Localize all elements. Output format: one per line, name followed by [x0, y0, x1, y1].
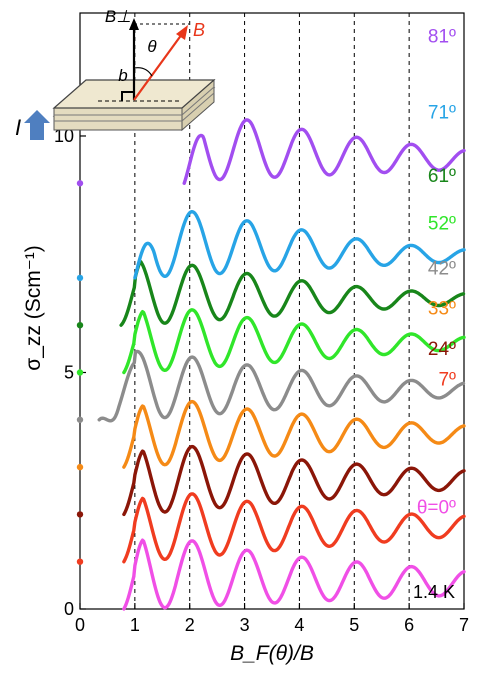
- current-label: I: [15, 115, 21, 140]
- series-group: [97, 118, 466, 611]
- offset-marker-6: [76, 274, 84, 282]
- offset-marker-3: [76, 416, 84, 423]
- x-tick-label: 1: [130, 615, 140, 635]
- series-label-7: 71º: [428, 102, 456, 123]
- b-perp-label: B⊥: [105, 7, 131, 26]
- slab-front-face: [53, 107, 183, 131]
- x-tick-label: 2: [185, 615, 195, 635]
- series-label-5: 52º: [428, 213, 456, 234]
- x-tick-label: 3: [240, 615, 250, 635]
- x-tick-label: 5: [349, 615, 359, 635]
- series-line-1: [122, 492, 466, 564]
- y-tick-label: 10: [54, 126, 74, 146]
- offset-marker-0: [76, 558, 84, 565]
- b-field-label: B: [193, 20, 205, 40]
- slab-layer-line: [181, 86, 215, 116]
- offset-marker-5: [76, 321, 84, 329]
- x-axis-title: B_F(θ)/B: [230, 642, 314, 665]
- right-angle-mark: [121, 91, 134, 101]
- x-tick-label: 4: [294, 615, 304, 635]
- y-tick-label: 0: [64, 599, 74, 619]
- current-arrow-icon: [24, 110, 50, 140]
- offset-marker-4: [76, 369, 84, 376]
- x-tick-label: 6: [404, 615, 414, 635]
- series-line-7: [133, 210, 466, 280]
- series-label-1: 7º: [438, 370, 456, 391]
- offset-markers: [76, 180, 84, 565]
- series-line-6: [119, 260, 466, 327]
- series-label-4: 42º: [428, 258, 456, 279]
- x-tick-label: 0: [75, 615, 85, 635]
- series-label-8: 81º: [428, 27, 456, 48]
- offset-marker-7: [76, 180, 84, 187]
- temperature-label: 1.4 K: [413, 582, 455, 602]
- b-field-arrowhead: [176, 25, 188, 40]
- series-label-2: 24º: [428, 339, 456, 360]
- axis-ticks: 0 1 2 3 4 5 6 7 0 5 10: [54, 126, 469, 635]
- plot-area: 0 1 2 3 4 5 6 7 0 5 10 θ=0º 7º 24º 33º 42º 52º 61º 71º 81º: [54, 12, 469, 635]
- axes-frame: [79, 12, 465, 610]
- series-line-5: [122, 308, 466, 375]
- series-label-0: θ=0º: [417, 497, 456, 518]
- offset-marker-2: [76, 463, 84, 471]
- series-labels: θ=0º 7º 24º 33º 42º 52º 61º 71º 81º: [417, 27, 456, 519]
- slab-layer-line: [181, 92, 215, 122]
- b-field-vector: [133, 33, 183, 101]
- b-small-label: b: [118, 66, 127, 85]
- series-line-3: [122, 399, 466, 469]
- series-label-3: 33º: [428, 299, 456, 320]
- x-tick-label: 7: [459, 615, 469, 635]
- geometry-inset: B⊥ B θ b I: [15, 7, 216, 140]
- series-line-0: [122, 538, 466, 611]
- theta-label: θ: [147, 37, 157, 56]
- offset-marker-1: [76, 511, 84, 518]
- y-tick-label: 5: [64, 362, 74, 382]
- theta-arc: [133, 67, 153, 77]
- series-line-8: [182, 118, 466, 185]
- y-axis-title: σ_zz (Scm⁻¹): [22, 245, 45, 371]
- series-line-4: [97, 349, 466, 423]
- series-line-2: [122, 444, 466, 517]
- series-label-6: 61º: [428, 166, 456, 187]
